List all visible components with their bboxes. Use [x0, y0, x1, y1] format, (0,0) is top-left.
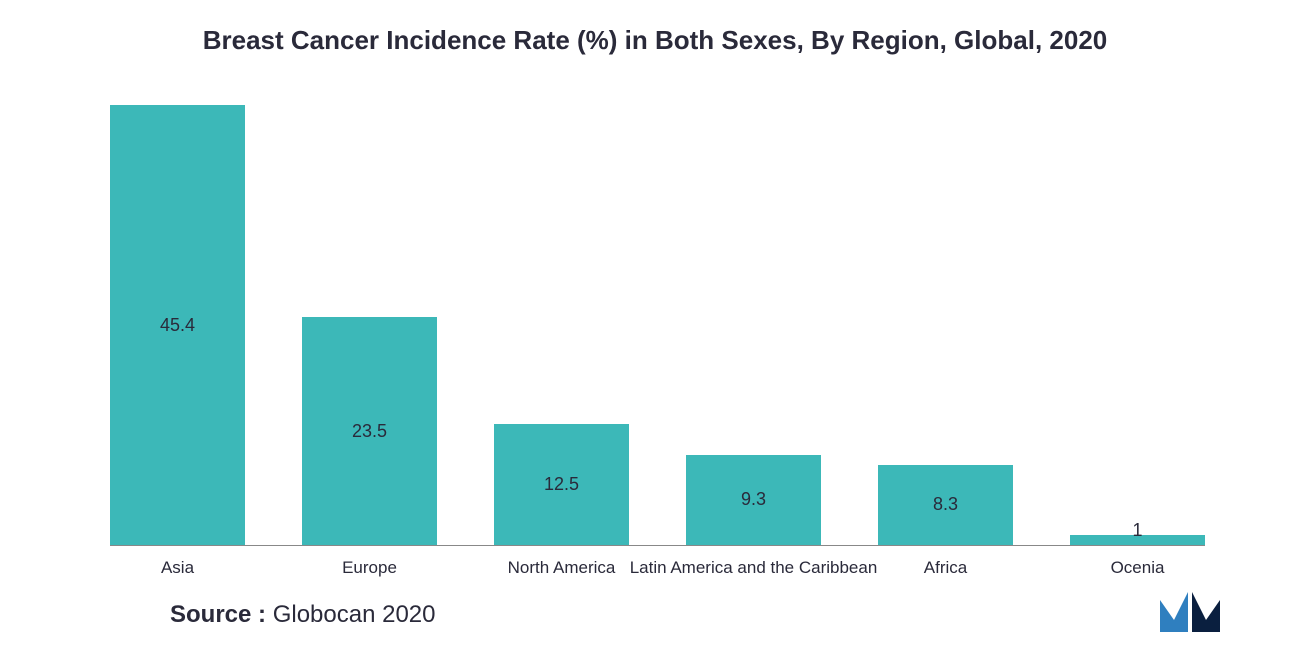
x-axis-label: Africa — [924, 558, 967, 578]
source-label: Source : — [170, 601, 266, 628]
source-text: Globocan 2020 — [273, 601, 436, 628]
bar: 9.3 — [686, 455, 821, 545]
bar-value-label: 45.4 — [160, 315, 195, 336]
bar-value-label: 1 — [1070, 520, 1205, 541]
x-axis-label: Ocenia — [1111, 558, 1165, 578]
bars-area: 45.4 23.5 12.5 9.3 8.3 1 — [110, 106, 1205, 546]
bar-value-label: 8.3 — [933, 494, 958, 515]
chart-title: Breast Cancer Incidence Rate (%) in Both… — [50, 25, 1260, 56]
mordor-logo-icon — [1160, 592, 1220, 632]
bar-value-label: 9.3 — [741, 489, 766, 510]
source-line: Source : Globocan 2020 — [170, 601, 1260, 629]
bar: 12.5 — [494, 424, 629, 545]
x-axis-label: Europe — [342, 558, 397, 578]
chart-container: Breast Cancer Incidence Rate (%) in Both… — [0, 0, 1310, 655]
bar: 1 — [1070, 535, 1205, 545]
x-axis-label: Asia — [161, 558, 194, 578]
bar: 45.4 — [110, 105, 245, 545]
brand-logo — [1160, 592, 1220, 637]
bar-value-label: 23.5 — [352, 421, 387, 442]
x-axis-label: Latin America and the Caribbean — [630, 558, 878, 578]
bar: 8.3 — [878, 465, 1013, 545]
bar-value-label: 12.5 — [544, 474, 579, 495]
bar: 23.5 — [302, 317, 437, 545]
x-axis-label: North America — [508, 558, 616, 578]
